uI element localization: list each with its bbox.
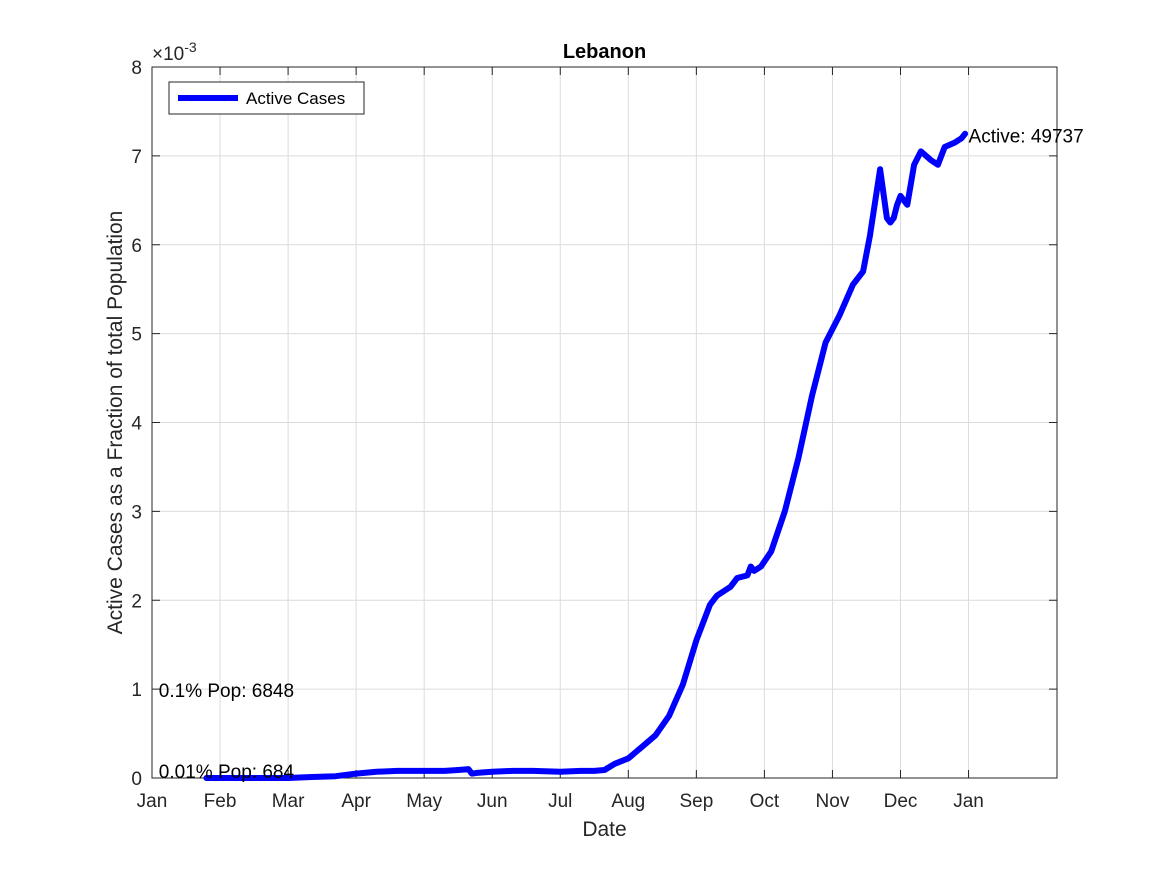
y-tick-labels: 0 1 2 3 4 5 6 7 8 [131,58,142,790]
y-tick-label: 0 [131,769,142,790]
x-tick-label: Dec [884,791,918,812]
x-tick-label: Jan [137,791,168,812]
y-exponent-power: -3 [184,39,197,55]
x-tick-label: Jun [477,791,508,812]
x-tick-label: Oct [750,791,780,812]
x-tick-label: Jul [548,791,572,812]
annotation-label: Active: 49737 [969,126,1084,147]
annotation-label: 0.1% Pop: 6848 [159,681,294,702]
x-tick-label: Nov [816,791,850,812]
y-tick-label: 8 [131,58,142,79]
grid-lines [151,66,1057,779]
x-tick-label: Jan [953,791,984,812]
x-tick-label: Mar [272,791,305,812]
x-tick-label: Sep [679,791,713,812]
y-tick-label: 7 [131,147,142,168]
legend-label: Active Cases [246,89,345,108]
axis-ticks [151,66,1057,779]
y-tick-label: 3 [131,502,142,523]
x-tick-label: Feb [204,791,237,812]
legend: Active Cases [168,81,365,115]
annotations: Active: 49737 0.1% Pop: 6848 0.01% Pop: 68… [159,126,1084,782]
annotation-label: 0.01% Pop: 684 [159,762,295,783]
y-exponent-label: ×10-3 [152,39,197,65]
x-tick-label: Apr [341,791,371,812]
active-cases-line [203,130,969,781]
y-axis-title: Active Cases as a Fraction of total Popu… [104,211,127,635]
x-tick-labels: Jan Feb Mar Apr May Jun Jul Aug Sep Oct Nov Dec Jan [137,791,984,812]
x-tick-label: Aug [611,791,645,812]
x-tick-label: May [406,791,442,812]
y-tick-label: 4 [131,414,142,435]
y-exponent-base: ×10 [152,44,184,65]
x-axis-title: Date [582,818,626,841]
y-tick-label: 6 [131,236,142,257]
y-tick-label: 1 [131,680,142,701]
chart-title: Lebanon [563,41,646,63]
y-tick-label: 2 [131,591,142,612]
y-tick-label: 5 [131,325,142,346]
